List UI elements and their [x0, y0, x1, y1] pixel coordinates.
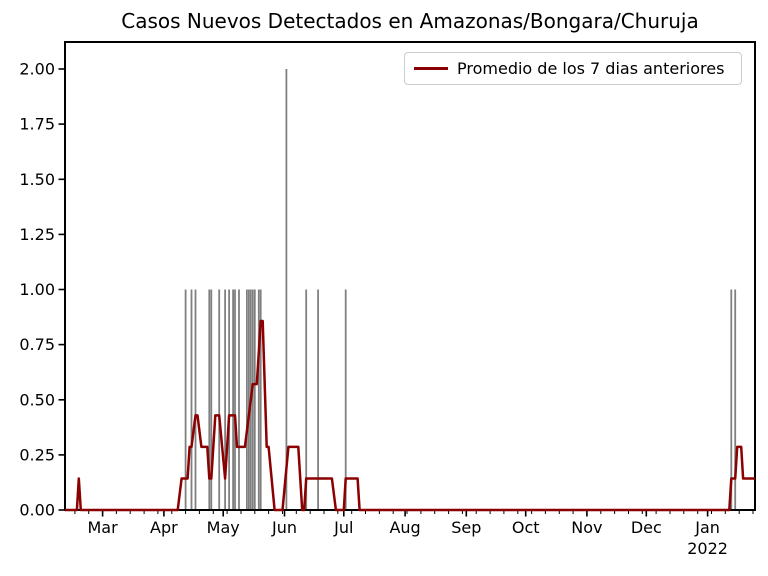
x-tick-label: Jun	[271, 518, 297, 537]
y-tick-label: 2.00	[19, 60, 55, 79]
x-tick-label: May	[207, 518, 240, 537]
average-line	[65, 319, 755, 512]
legend-label: Promedio de los 7 dias anteriores	[457, 58, 725, 78]
y-tick-label: 0.25	[19, 445, 55, 464]
x-tick-label: Oct	[512, 518, 540, 537]
chart-title: Casos Nuevos Detectados en Amazonas/Bong…	[121, 9, 699, 33]
x-tick-label: Jan	[694, 518, 720, 537]
x-tick-label: Nov	[571, 518, 602, 537]
x-tick-label: Mar	[88, 518, 119, 537]
daily-cases-bars-layer	[184, 69, 737, 509]
x-tick-label: Sep	[451, 518, 481, 537]
y-tick-label: 1.75	[19, 115, 55, 134]
y-tick-label: 1.50	[19, 170, 55, 189]
x-tick-label: Apr	[150, 518, 178, 537]
x-tick-label: Dec	[631, 518, 662, 537]
legend-line-sample-icon	[414, 67, 448, 70]
x-axis-year-label: 2022	[687, 539, 728, 558]
y-tick-label: 0.00	[19, 501, 55, 520]
y-ticks: 0.00 0.25 0.50 0.75 1.00 1.25 1.50 1.75 2.00	[19, 60, 65, 520]
y-tick-label: 0.75	[19, 335, 55, 354]
x-tick-label: Aug	[389, 518, 420, 537]
x-major-ticks: Mar Apr May Jun Jul Aug Sep Oct Nov Dec Jan 2022	[88, 510, 728, 558]
y-tick-label: 0.50	[19, 390, 55, 409]
y-tick-label: 1.25	[19, 225, 55, 244]
axes-frame	[64, 41, 756, 511]
legend: Promedio de los 7 dias anteriores	[404, 52, 742, 85]
x-tick-label: Jul	[333, 518, 353, 537]
y-tick-label: 1.00	[19, 280, 55, 299]
